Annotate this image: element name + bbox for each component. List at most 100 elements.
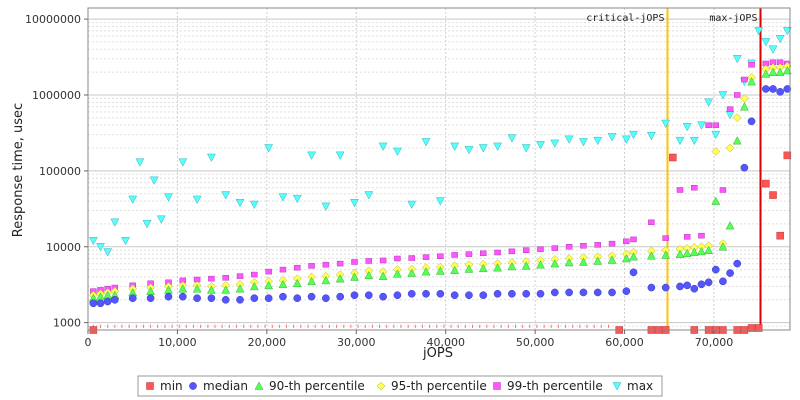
data-point [761, 69, 771, 78]
data-point [536, 260, 545, 269]
data-point [149, 176, 159, 185]
data-point [493, 263, 502, 272]
data-point [336, 260, 344, 267]
data-point [725, 221, 735, 230]
data-point [711, 265, 720, 274]
data-point [464, 145, 474, 155]
data-point [782, 27, 792, 36]
data-point [378, 271, 388, 280]
data-point [733, 92, 741, 98]
data-point [394, 255, 401, 262]
data-point [732, 113, 742, 123]
data-point [683, 281, 692, 290]
data-series [88, 27, 792, 334]
data-point [451, 252, 458, 258]
data-point [435, 266, 445, 275]
legend-item: 95-th percentile [376, 379, 487, 393]
data-point [754, 27, 764, 36]
data-point [493, 142, 502, 151]
data-point [421, 267, 431, 276]
data-point [493, 382, 501, 390]
x-tick-label: 50,000 [516, 336, 555, 349]
data-point [294, 264, 301, 271]
data-point [364, 291, 373, 300]
data-point [550, 288, 559, 297]
data-point [593, 136, 603, 146]
data-point [621, 135, 631, 144]
data-point [733, 259, 742, 268]
data-point [307, 151, 316, 160]
data-point [128, 294, 137, 303]
data-point [407, 268, 417, 277]
data-point [775, 67, 785, 76]
data-point [465, 251, 473, 257]
data-point [365, 258, 373, 264]
legend-label: 90-th percentile [269, 379, 365, 393]
data-point [222, 275, 229, 281]
data-point [608, 240, 616, 247]
min-drop-lines [92, 324, 609, 329]
data-point [564, 135, 574, 144]
data-point [726, 106, 734, 112]
data-point [776, 231, 784, 240]
data-point [711, 196, 721, 205]
data-point [178, 284, 188, 293]
data-point [351, 259, 358, 265]
data-point [647, 283, 656, 292]
data-point [89, 299, 98, 308]
legend-item: max [612, 379, 653, 393]
data-point [783, 151, 792, 160]
y-tick-label: 10000000 [25, 13, 81, 26]
data-point [251, 271, 258, 278]
data-point [189, 382, 197, 390]
data-point [156, 215, 166, 224]
data-point [629, 130, 638, 140]
data-point [350, 272, 359, 281]
data-point [293, 294, 302, 303]
data-point [704, 245, 714, 254]
data-point [661, 283, 670, 292]
data-point [221, 191, 231, 200]
data-point [507, 261, 517, 271]
data-point [712, 122, 720, 128]
data-point [279, 266, 287, 273]
data-point [393, 147, 402, 157]
data-point [479, 291, 488, 300]
data-point [321, 202, 331, 211]
data-point [421, 138, 431, 147]
data-point [594, 242, 601, 248]
data-point [564, 257, 574, 267]
data-point [146, 294, 155, 303]
data-point [630, 236, 637, 243]
data-point [682, 123, 692, 132]
data-point [221, 285, 231, 294]
data-point [768, 45, 778, 54]
data-point [164, 292, 173, 301]
legend-item: median [189, 379, 248, 393]
data-point [732, 55, 742, 64]
data-point [508, 289, 516, 298]
data-point [739, 102, 749, 111]
x-tick-label: 10,000 [158, 336, 197, 349]
plot-frame [87, 7, 791, 331]
data-point [435, 197, 445, 206]
marker-label: max-jOPS [709, 13, 757, 24]
data-point [754, 324, 763, 332]
y-tick-label: 1000000 [32, 89, 81, 102]
data-point [96, 243, 105, 252]
data-point [676, 187, 684, 193]
data-point [408, 255, 415, 261]
data-point [676, 282, 684, 291]
data-point [705, 122, 712, 128]
data-point [465, 291, 473, 300]
data-point [565, 288, 573, 297]
data-point [783, 85, 792, 93]
data-point [264, 144, 274, 153]
data-point [675, 249, 685, 258]
data-point [646, 251, 656, 260]
series-90-th-percentile [88, 65, 792, 302]
data-point [718, 91, 728, 100]
data-point [235, 284, 245, 293]
data-point [761, 38, 771, 47]
data-point [192, 195, 202, 204]
